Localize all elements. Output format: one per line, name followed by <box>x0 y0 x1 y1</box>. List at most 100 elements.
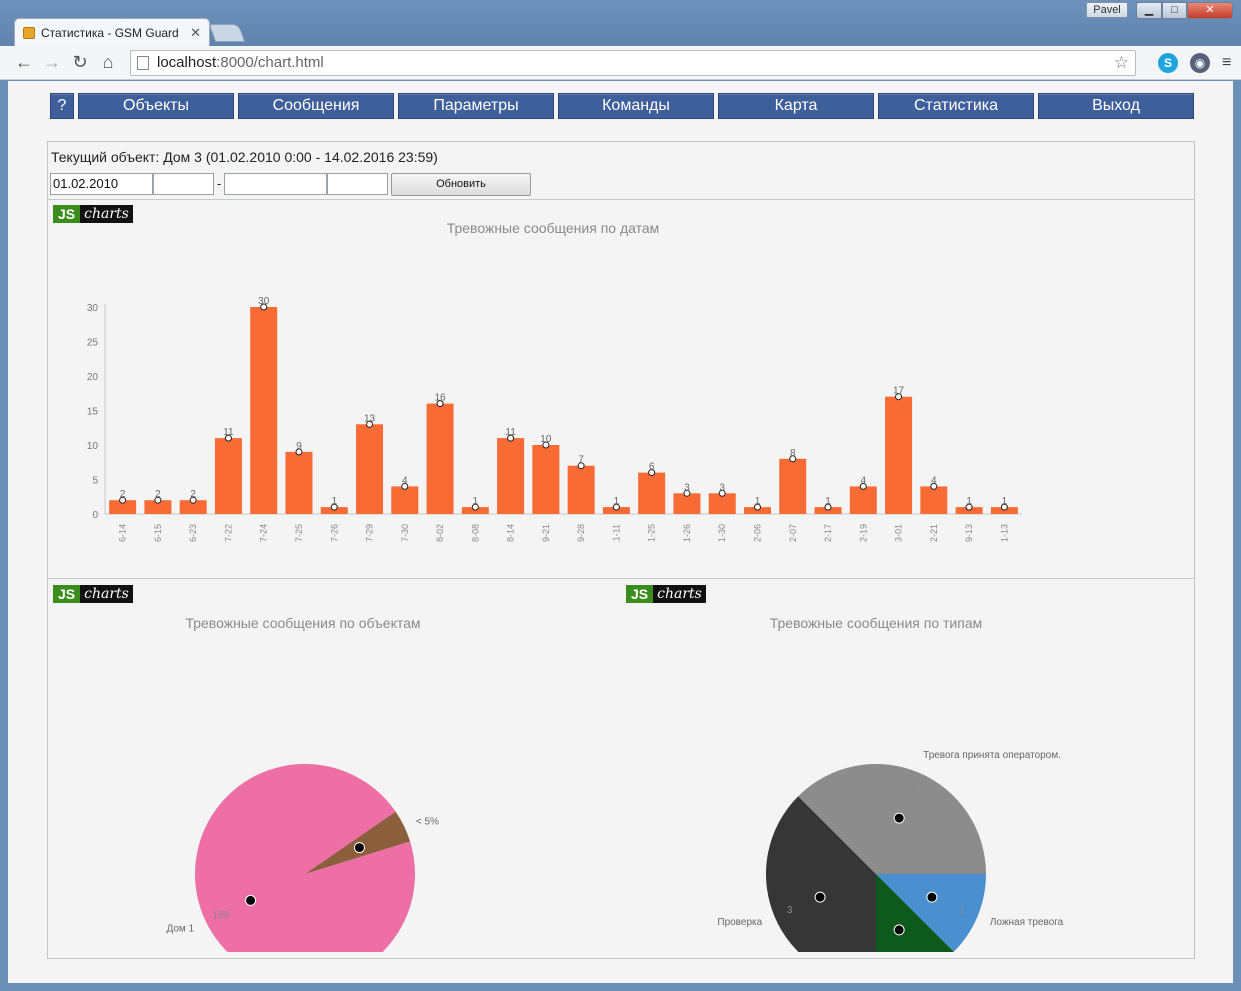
bar-marker <box>507 434 515 442</box>
pie-marker <box>893 812 905 824</box>
x-tick-label: 2015-09-13 <box>964 524 974 542</box>
bar-value-label: 13 <box>364 413 376 424</box>
menu-objects[interactable]: Объекты <box>78 93 234 119</box>
x-tick-label: 2013-02-06 <box>752 524 762 542</box>
bar <box>285 451 313 514</box>
y-tick-label: 20 <box>87 372 99 383</box>
x-tick-label: 2012-06-23 <box>188 524 198 542</box>
x-tick-label: 2012-07-26 <box>329 524 339 542</box>
refresh-button[interactable]: Обновить <box>391 173 531 196</box>
x-tick-label: 2012-06-15 <box>153 524 163 542</box>
bar <box>638 472 666 514</box>
time-to-input[interactable] <box>327 173 388 195</box>
bookmark-star-icon[interactable]: ☆ <box>1113 52 1129 72</box>
bar-value-label: 4 <box>402 475 408 486</box>
pie-value-label: 3 <box>787 905 793 916</box>
pie-value-label: 159 <box>213 910 230 921</box>
bar-marker <box>859 482 867 490</box>
help-button[interactable]: ? <box>50 93 74 119</box>
menu-parameters[interactable]: Параметры <box>398 93 554 119</box>
bar-value-label: 2 <box>190 489 196 500</box>
bar-value-label: 11 <box>505 427 516 438</box>
current-object-label: Текущий объект: Дом 3 (01.02.2010 0:00 -… <box>51 149 438 165</box>
bar-marker <box>718 489 726 497</box>
bar-marker <box>542 441 550 449</box>
x-tick-label: 2012-09-21 <box>541 524 551 542</box>
bar-marker <box>154 496 162 504</box>
time-from-input[interactable] <box>153 173 214 195</box>
bar-value-label: 2 <box>155 489 161 500</box>
maximize-button[interactable]: □ <box>1162 2 1187 19</box>
bar-marker <box>612 503 620 511</box>
x-tick-label: 2012-11-26 <box>682 524 692 542</box>
bar-marker <box>648 469 656 477</box>
bar-value-label: 1 <box>614 496 620 507</box>
browser-menu-icon[interactable]: ≡ <box>1222 53 1232 71</box>
x-tick-label: 2012-06-14 <box>118 524 128 542</box>
menu-map[interactable]: Карта <box>718 93 874 119</box>
bar <box>673 493 701 514</box>
bar-value-label: 9 <box>296 441 302 452</box>
bar-value-label: 10 <box>540 434 552 445</box>
y-tick-label: 10 <box>87 441 99 452</box>
favicon-icon <box>23 26 35 39</box>
range-separator: - <box>217 176 222 191</box>
x-tick-label: 2012-11-25 <box>647 524 657 542</box>
divider <box>48 199 1194 200</box>
bar-chart-title: Тревожные сообщения по датам <box>446 220 660 236</box>
bar <box>179 500 207 514</box>
bar-value-label: 1 <box>331 496 337 507</box>
browser-tab[interactable]: Статистика - GSM Guard ✕ <box>14 18 210 46</box>
date-to-input[interactable] <box>224 173 327 195</box>
window-titlebar: Статистика - GSM Guard ✕ Pavel ▁ □ ✕ <box>0 0 1241 46</box>
menu-commands[interactable]: Команды <box>558 93 714 119</box>
home-icon[interactable]: ⌂ <box>102 52 114 72</box>
pie-label: < 5% <box>416 816 439 827</box>
pie-marker <box>245 894 257 906</box>
url-text: localhost:8000/chart.html <box>157 54 324 71</box>
jscharts-logo: JS charts <box>53 205 133 223</box>
x-tick-label: 2012-11-11 <box>611 524 621 542</box>
bar <box>391 486 419 514</box>
bar-value-label: 30 <box>258 296 270 307</box>
pie-marker <box>814 891 826 903</box>
x-tick-label: 2013-12-21 <box>929 524 939 542</box>
address-bar[interactable]: localhost:8000/chart.html ☆ <box>130 49 1136 76</box>
bar-marker <box>789 455 797 463</box>
bar-value-label: 1 <box>825 496 831 507</box>
menu-exit[interactable]: Выход <box>1038 93 1194 119</box>
menu-statistics[interactable]: Статистика <box>878 93 1034 119</box>
date-from-input[interactable]: 01.02.2010 <box>50 173 153 195</box>
x-tick-label: 2012-07-24 <box>259 524 269 542</box>
menu-messages[interactable]: Сообщения <box>238 93 394 119</box>
forward-arrow-icon[interactable]: → <box>43 52 61 72</box>
y-tick-label: 15 <box>87 407 99 418</box>
pie-label: Проверка <box>717 917 762 928</box>
bar-marker <box>295 448 303 456</box>
bar-value-label: 8 <box>790 448 796 459</box>
profile-badge[interactable]: Pavel <box>1086 2 1128 18</box>
x-tick-label: 2012-08-14 <box>506 524 516 542</box>
close-window-button[interactable]: ✕ <box>1187 2 1233 19</box>
page-icon <box>137 55 149 70</box>
x-tick-label: 2013-02-19 <box>858 524 868 542</box>
pie-slice <box>876 874 986 952</box>
objects-pie-chart: 159 Дом 1 < 5% <box>166 764 439 952</box>
bar-marker <box>401 482 409 490</box>
x-tick-label: 2012-07-30 <box>400 524 410 542</box>
x-tick-label: 2012-08-02 <box>435 524 445 542</box>
bar-marker <box>965 503 973 511</box>
new-tab-button[interactable] <box>208 24 246 42</box>
bar-marker <box>189 496 197 504</box>
skype-extension-icon[interactable]: S <box>1158 52 1178 73</box>
eye-extension-icon[interactable]: ◉ <box>1190 52 1210 73</box>
pie-value-label: 3 <box>909 783 915 794</box>
bar-marker <box>683 489 691 497</box>
reload-icon[interactable]: ↻ <box>72 52 88 72</box>
bar <box>109 500 137 514</box>
bar-marker <box>119 496 127 504</box>
back-arrow-icon[interactable]: ← <box>15 52 33 72</box>
tab-close-icon[interactable]: ✕ <box>190 24 201 40</box>
bar-marker <box>260 303 268 311</box>
minimize-button[interactable]: ▁ <box>1136 2 1162 19</box>
